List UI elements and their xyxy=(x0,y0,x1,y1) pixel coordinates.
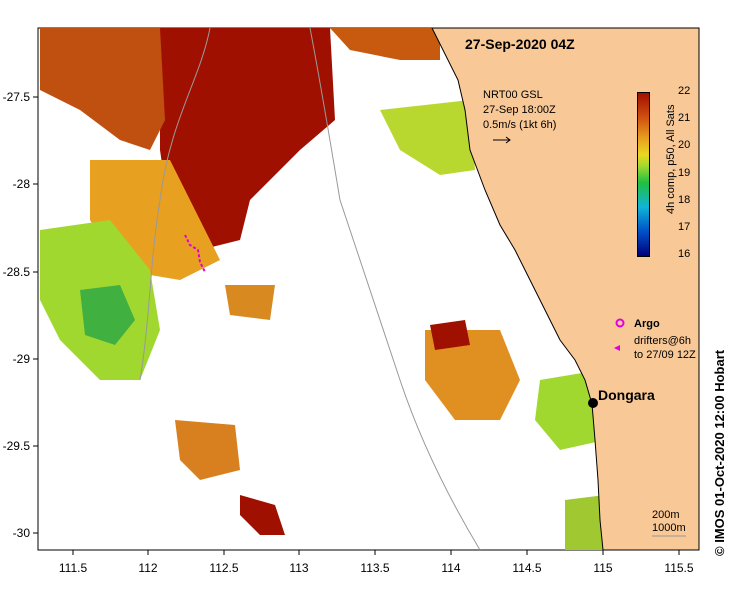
x-tick-label: 112.5 xyxy=(209,561,238,575)
contour-200m xyxy=(309,27,481,551)
credit-line: © IMOS 01-Oct-2020 12:00 Hobart xyxy=(712,349,727,556)
colorbar-tick-label: 18 xyxy=(678,193,691,206)
sst-patch-mid-east xyxy=(425,330,520,420)
argo-legend-label: Argo xyxy=(634,318,660,330)
x-tick-label: 114 xyxy=(441,561,460,575)
town-marker-dot xyxy=(588,398,598,408)
sst-patch-warm-north xyxy=(40,28,165,150)
current-legend-line2: 27-Sep 18:00Z xyxy=(483,104,556,116)
y-tick-label: -28.5 xyxy=(3,265,31,279)
drifters-legend-line1: drifters@6h xyxy=(634,335,691,347)
colorbar-tick-label: 22 xyxy=(678,85,691,97)
colorbar-tick-label: 19 xyxy=(678,166,691,179)
contour-1000m xyxy=(139,27,211,381)
argo-legend-symbol xyxy=(615,318,625,328)
x-tick-label: 111.5 xyxy=(59,561,88,575)
y-tick-label: -29.5 xyxy=(3,439,31,453)
sst-patch-cool-southcoast xyxy=(565,495,608,550)
colorbar xyxy=(637,92,650,257)
sst-patch-hot-north xyxy=(160,28,335,250)
x-tick-label: 113 xyxy=(289,561,308,575)
x-tick-label: 115.5 xyxy=(664,561,693,575)
drifter-legend-symbol xyxy=(614,345,620,351)
colorbar-tick-label: 21 xyxy=(678,112,691,125)
sst-patch-hot-south xyxy=(240,495,285,535)
land-mass xyxy=(431,27,700,551)
x-tick-label: 113.5 xyxy=(360,561,389,575)
y-tick-label: -30 xyxy=(13,526,31,540)
axes: 111.5 112 112.5 113 113.5 114 114.5 115 115.5 -27… xyxy=(3,90,694,575)
x-tick-label: 115 xyxy=(593,561,612,575)
y-tick-label: -28 xyxy=(13,177,31,191)
map-title: 27-Sep-2020 04Z xyxy=(465,36,575,52)
y-tick-label: -27.5 xyxy=(3,90,31,104)
current-legend-line1: NRT00 GSL xyxy=(483,89,543,101)
sst-patch-hot-east xyxy=(430,320,470,350)
colorbar-tick-label: 17 xyxy=(678,220,691,233)
sst-patch-mid-southwest xyxy=(175,420,240,480)
colorbar-tick-label: 16 xyxy=(678,248,691,260)
x-tick-label: 112 xyxy=(138,561,157,575)
colorbar-title: 4h comp, p50, All Sats xyxy=(665,104,677,214)
x-tick-label: 114.5 xyxy=(512,561,541,575)
current-scale-arrow xyxy=(493,136,511,144)
sst-patch-cold-west xyxy=(80,285,135,345)
contour-label-1000m: 1000m xyxy=(652,522,686,534)
sst-patch-cool-northeast xyxy=(380,100,475,175)
current-legend-line3: 0.5m/s (1kt 6h) xyxy=(483,119,556,131)
drifter-track xyxy=(184,234,206,273)
drifters-legend-line2: to 27/09 12Z xyxy=(634,349,696,361)
colorbar-tick-label: 20 xyxy=(678,139,691,152)
y-tick-label: -29 xyxy=(13,352,31,366)
sst-patch-mid-central xyxy=(225,285,275,320)
contour-label-200m: 200m xyxy=(652,509,680,521)
sst-patch-warm-northeast xyxy=(330,28,440,60)
town-label: Dongara xyxy=(598,387,655,403)
sst-layer xyxy=(40,28,608,550)
